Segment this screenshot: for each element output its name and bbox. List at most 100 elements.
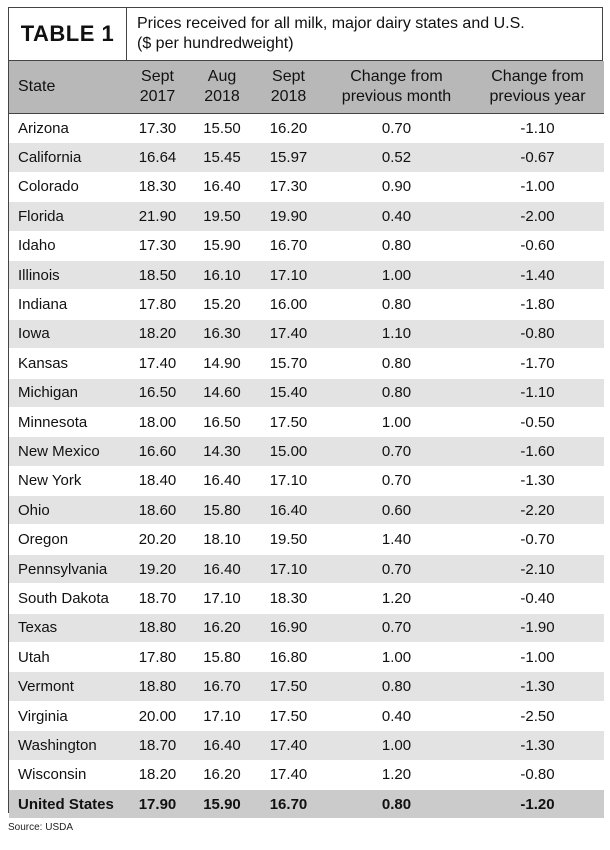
- value-cell: 17.50: [255, 701, 322, 732]
- value-cell: 15.80: [189, 642, 255, 673]
- value-cell: 0.80: [322, 378, 471, 408]
- table-label: TABLE 1: [9, 8, 127, 60]
- state-cell: Oregon: [9, 524, 126, 555]
- value-cell: -2.50: [471, 701, 604, 732]
- value-cell: 16.70: [255, 789, 322, 819]
- column-header-line-1: State: [18, 78, 56, 95]
- source-note: Source: USDA: [8, 822, 74, 833]
- value-cell: -1.10: [471, 113, 604, 144]
- table-row: New York 18.40 16.40 17.10 0.70 -1.30: [9, 466, 604, 497]
- value-cell: 16.20: [189, 760, 255, 790]
- value-cell: 1.20: [322, 760, 471, 790]
- value-cell: 17.10: [189, 701, 255, 732]
- value-cell: 0.52: [322, 142, 471, 173]
- table-row: Iowa 18.20 16.30 17.40 1.10 -0.80: [9, 319, 604, 350]
- value-cell: 16.40: [255, 495, 322, 526]
- table-row: Kansas 17.40 14.90 15.70 0.80 -1.70: [9, 348, 604, 379]
- value-cell: -1.30: [471, 466, 604, 497]
- value-cell: -1.80: [471, 289, 604, 320]
- value-cell: 19.20: [126, 554, 189, 585]
- value-cell: 16.40: [189, 730, 255, 761]
- table-row: Minnesota 18.00 16.50 17.50 1.00 -0.50: [9, 407, 604, 438]
- value-cell: 18.30: [126, 172, 189, 203]
- value-cell: 1.00: [322, 407, 471, 438]
- column-header-line-1: Sept: [272, 68, 305, 85]
- state-cell: Colorado: [9, 172, 126, 203]
- value-cell: 18.10: [189, 524, 255, 555]
- value-cell: 20.20: [126, 524, 189, 555]
- value-cell: -0.70: [471, 524, 604, 555]
- value-cell: -0.80: [471, 319, 604, 350]
- state-cell: Utah: [9, 642, 126, 673]
- value-cell: 15.80: [189, 495, 255, 526]
- value-cell: 18.00: [126, 407, 189, 438]
- column-header: Change from previous month: [322, 61, 471, 114]
- milk-price-table: State Sept 2017 Aug 2018 Sept 2018 Change from p…: [9, 61, 604, 819]
- value-cell: 17.40: [255, 319, 322, 350]
- value-cell: -1.00: [471, 172, 604, 203]
- value-cell: 20.00: [126, 701, 189, 732]
- column-header-line-2: 2018: [270, 88, 307, 105]
- value-cell: 16.90: [255, 613, 322, 644]
- value-cell: 16.40: [189, 466, 255, 497]
- value-cell: -1.90: [471, 613, 604, 644]
- value-cell: 15.90: [189, 789, 255, 819]
- column-header-line-1: Change from: [491, 68, 584, 85]
- value-cell: 18.30: [255, 583, 322, 614]
- state-cell: Florida: [9, 201, 126, 232]
- column-header-line-1: Aug: [207, 68, 237, 85]
- value-cell: 16.10: [189, 260, 255, 291]
- value-cell: 17.10: [189, 583, 255, 614]
- state-cell: Wisconsin: [9, 760, 126, 790]
- state-cell: Ohio: [9, 495, 126, 526]
- value-cell: 21.90: [126, 201, 189, 232]
- state-cell: California: [9, 142, 126, 173]
- value-cell: -1.30: [471, 730, 604, 761]
- column-header: Change from previous year: [471, 61, 604, 114]
- state-cell: Washington: [9, 730, 126, 761]
- value-cell: 15.97: [255, 142, 322, 173]
- value-cell: 19.50: [189, 201, 255, 232]
- state-cell: Pennsylvania: [9, 554, 126, 585]
- value-cell: 15.90: [189, 231, 255, 261]
- table-row: Washington 18.70 16.40 17.40 1.00 -1.30: [9, 730, 604, 761]
- value-cell: 1.00: [322, 260, 471, 291]
- column-header: Aug 2018: [189, 61, 255, 114]
- column-header: State: [9, 61, 126, 114]
- value-cell: 17.30: [255, 172, 322, 203]
- value-cell: 18.80: [126, 613, 189, 644]
- value-cell: 16.80: [255, 642, 322, 673]
- value-cell: 16.20: [189, 613, 255, 644]
- table-row: Utah 17.80 15.80 16.80 1.00 -1.00: [9, 642, 604, 673]
- table-frame: TABLE 1 Prices received for all milk, ma…: [8, 7, 604, 819]
- value-cell: -1.20: [471, 789, 604, 819]
- value-cell: 14.30: [189, 436, 255, 467]
- value-cell: -0.67: [471, 142, 604, 173]
- value-cell: 17.10: [255, 554, 322, 585]
- value-cell: 15.00: [255, 436, 322, 467]
- table-row: Idaho 17.30 15.90 16.70 0.80 -0.60: [9, 231, 604, 261]
- value-cell: 1.40: [322, 524, 471, 555]
- value-cell: 18.60: [126, 495, 189, 526]
- value-cell: 16.60: [126, 436, 189, 467]
- state-cell: Arizona: [9, 113, 126, 144]
- table-row: Virginia 20.00 17.10 17.50 0.40 -2.50: [9, 701, 604, 732]
- value-cell: 18.70: [126, 730, 189, 761]
- value-cell: 18.20: [126, 319, 189, 350]
- value-cell: 19.90: [255, 201, 322, 232]
- table-row: Indiana 17.80 15.20 16.00 0.80 -1.80: [9, 289, 604, 320]
- value-cell: 17.10: [255, 466, 322, 497]
- state-cell: New York: [9, 466, 126, 497]
- value-cell: -1.60: [471, 436, 604, 467]
- table-row: Colorado 18.30 16.40 17.30 0.90 -1.00: [9, 172, 604, 203]
- value-cell: 0.80: [322, 348, 471, 379]
- state-cell: Michigan: [9, 378, 126, 408]
- table-body: Arizona 17.30 15.50 16.20 0.70 -1.10 Californi…: [9, 113, 604, 819]
- value-cell: 16.70: [189, 671, 255, 702]
- column-header: Sept 2018: [255, 61, 322, 114]
- state-cell: Idaho: [9, 231, 126, 261]
- state-cell: Illinois: [9, 260, 126, 291]
- state-cell: South Dakota: [9, 583, 126, 614]
- value-cell: -0.50: [471, 407, 604, 438]
- value-cell: -0.80: [471, 760, 604, 790]
